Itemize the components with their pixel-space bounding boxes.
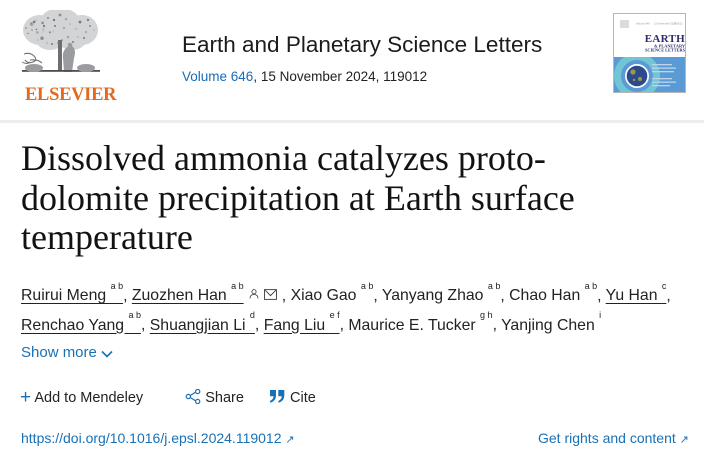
- svg-text:SCIENCE LETTERS: SCIENCE LETTERS: [645, 48, 686, 53]
- svg-text:119012: 119012: [674, 21, 683, 25]
- svg-text:Volume 646: Volume 646: [636, 21, 650, 25]
